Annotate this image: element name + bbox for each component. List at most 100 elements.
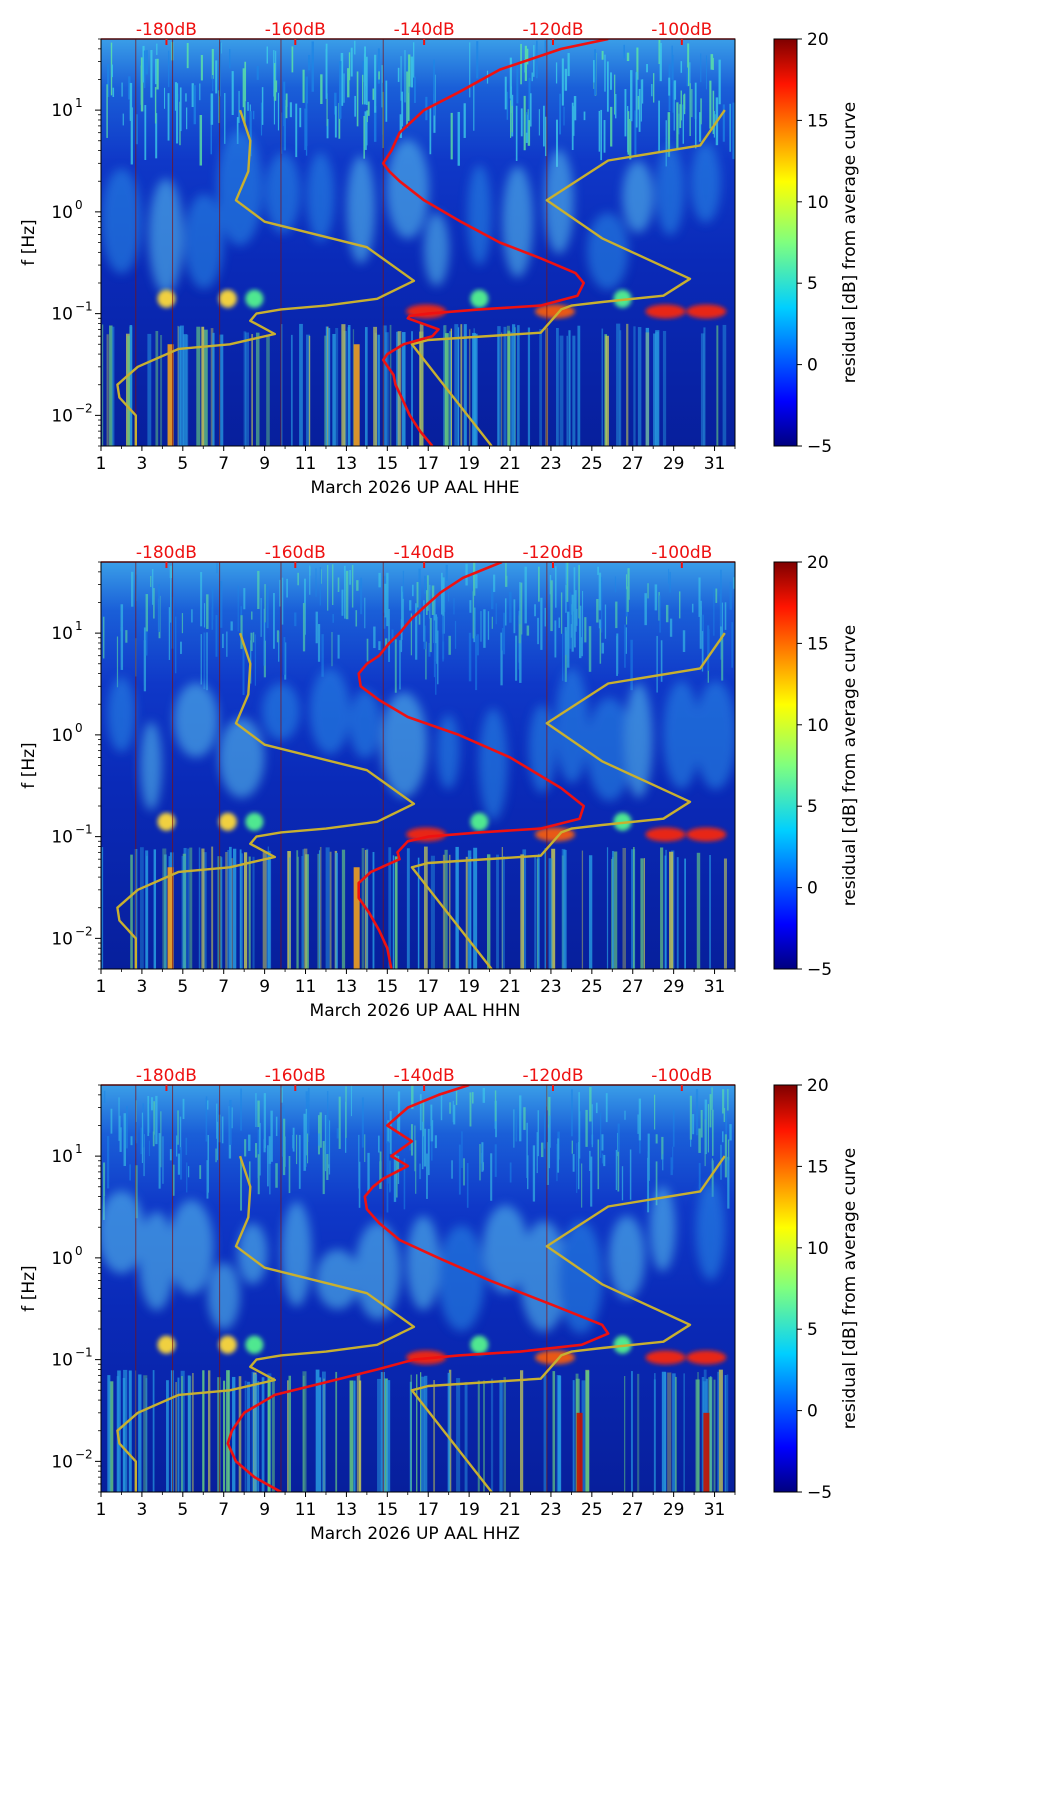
lf-streak — [497, 326, 501, 446]
energy-blob — [406, 1216, 440, 1311]
lf-streak — [201, 326, 205, 446]
noise-streak — [116, 636, 119, 688]
noise-streak — [417, 582, 419, 604]
lf-streak — [442, 854, 446, 969]
lf-streak — [455, 846, 459, 969]
noise-streak — [242, 68, 246, 108]
noise-streak — [150, 575, 152, 587]
noise-streak — [465, 563, 468, 586]
noise-streak — [148, 1140, 150, 1157]
noise-streak — [200, 634, 202, 685]
noise-streak — [106, 1136, 110, 1189]
peak-blob — [645, 1350, 686, 1365]
lf-streak — [180, 1370, 185, 1492]
noise-streak — [288, 1155, 291, 1194]
noise-streak — [374, 54, 377, 113]
noise-streak — [433, 620, 436, 678]
noise-streak — [577, 1142, 580, 1190]
noise-streak — [481, 1142, 484, 1172]
noise-streak — [455, 1090, 458, 1106]
noise-streak — [402, 591, 404, 628]
lf-streak — [645, 327, 650, 446]
lf-streak — [522, 849, 527, 969]
noise-streak — [181, 613, 184, 634]
noise-streak — [555, 566, 557, 608]
lf-streak — [146, 855, 148, 969]
noise-streak — [468, 632, 472, 682]
peak-blob — [245, 812, 264, 831]
noise-streak — [215, 1148, 217, 1163]
lf-streak — [143, 1375, 148, 1492]
noise-streak — [143, 627, 146, 686]
x-tick-label: 15 — [377, 454, 399, 474]
lf-streak — [223, 1380, 226, 1492]
lf-streak — [631, 849, 636, 969]
top-db-tick-label: -160dB — [265, 1066, 326, 1086]
noise-streak — [426, 590, 428, 615]
x-tick-label: 11 — [295, 1500, 317, 1520]
noise-streak — [673, 80, 677, 100]
lf-streak — [473, 847, 478, 969]
lf-streak — [210, 328, 214, 446]
lf-streak — [217, 1377, 221, 1492]
spectrogram-image — [101, 1085, 735, 1492]
noise-streak — [362, 61, 365, 82]
x-tick-label: 19 — [458, 454, 480, 474]
event-column — [353, 867, 360, 969]
noise-streak — [294, 612, 297, 627]
noise-streak — [625, 627, 627, 654]
noise-streak — [340, 52, 344, 106]
noise-streak — [273, 88, 277, 101]
noise-streak — [614, 74, 616, 115]
lf-streak — [287, 851, 291, 969]
noise-streak — [275, 1163, 278, 1188]
noise-streak — [411, 1085, 414, 1109]
colorbar-tick-label: 15 — [807, 1157, 829, 1177]
noise-streak — [709, 1094, 712, 1128]
noise-streak — [386, 572, 389, 627]
noise-streak — [550, 580, 553, 632]
noise-streak — [292, 1134, 295, 1149]
y-tick-label: 10 — [51, 726, 73, 746]
secondary-microseism-peaks — [157, 289, 727, 319]
noise-streak — [564, 68, 568, 91]
spectrogram-image — [101, 39, 735, 446]
noise-streak — [226, 631, 228, 657]
noise-streak — [469, 600, 472, 613]
noise-streak — [473, 562, 476, 596]
noise-streak — [423, 600, 425, 642]
noise-streak — [257, 1100, 260, 1128]
noise-streak — [558, 617, 560, 628]
noise-streak — [584, 617, 587, 643]
noise-streak — [399, 640, 401, 690]
noise-streak — [199, 1165, 202, 1179]
lf-streak — [709, 854, 711, 969]
lf-streak — [611, 858, 613, 969]
noise-streak — [215, 614, 218, 657]
lf-streak — [358, 1380, 362, 1492]
noise-streak — [356, 580, 359, 591]
noise-streak — [435, 616, 438, 664]
lf-streak — [539, 328, 542, 446]
lf-streak — [588, 855, 593, 969]
noise-streak — [466, 1163, 469, 1208]
noise-streak — [593, 60, 595, 83]
noise-streak — [448, 588, 450, 602]
noise-streak — [472, 591, 475, 639]
colorbar-tick-label: 5 — [807, 797, 818, 817]
noise-streak — [513, 1109, 515, 1148]
energy-blob — [354, 1222, 401, 1320]
noise-streak — [395, 1155, 398, 1198]
noise-streak — [144, 105, 147, 160]
y-tick-label: 10 — [51, 1452, 73, 1472]
noise-streak — [617, 1123, 620, 1152]
lf-streak — [662, 330, 667, 446]
lf-streak — [433, 1380, 436, 1492]
lf-streak — [303, 848, 308, 969]
noise-streak — [722, 104, 725, 142]
lf-streak — [386, 1380, 391, 1492]
top-db-tick-label: -120dB — [522, 1066, 583, 1086]
noise-streak — [711, 1109, 714, 1156]
lf-streak — [512, 324, 516, 446]
noise-streak — [248, 1134, 251, 1151]
